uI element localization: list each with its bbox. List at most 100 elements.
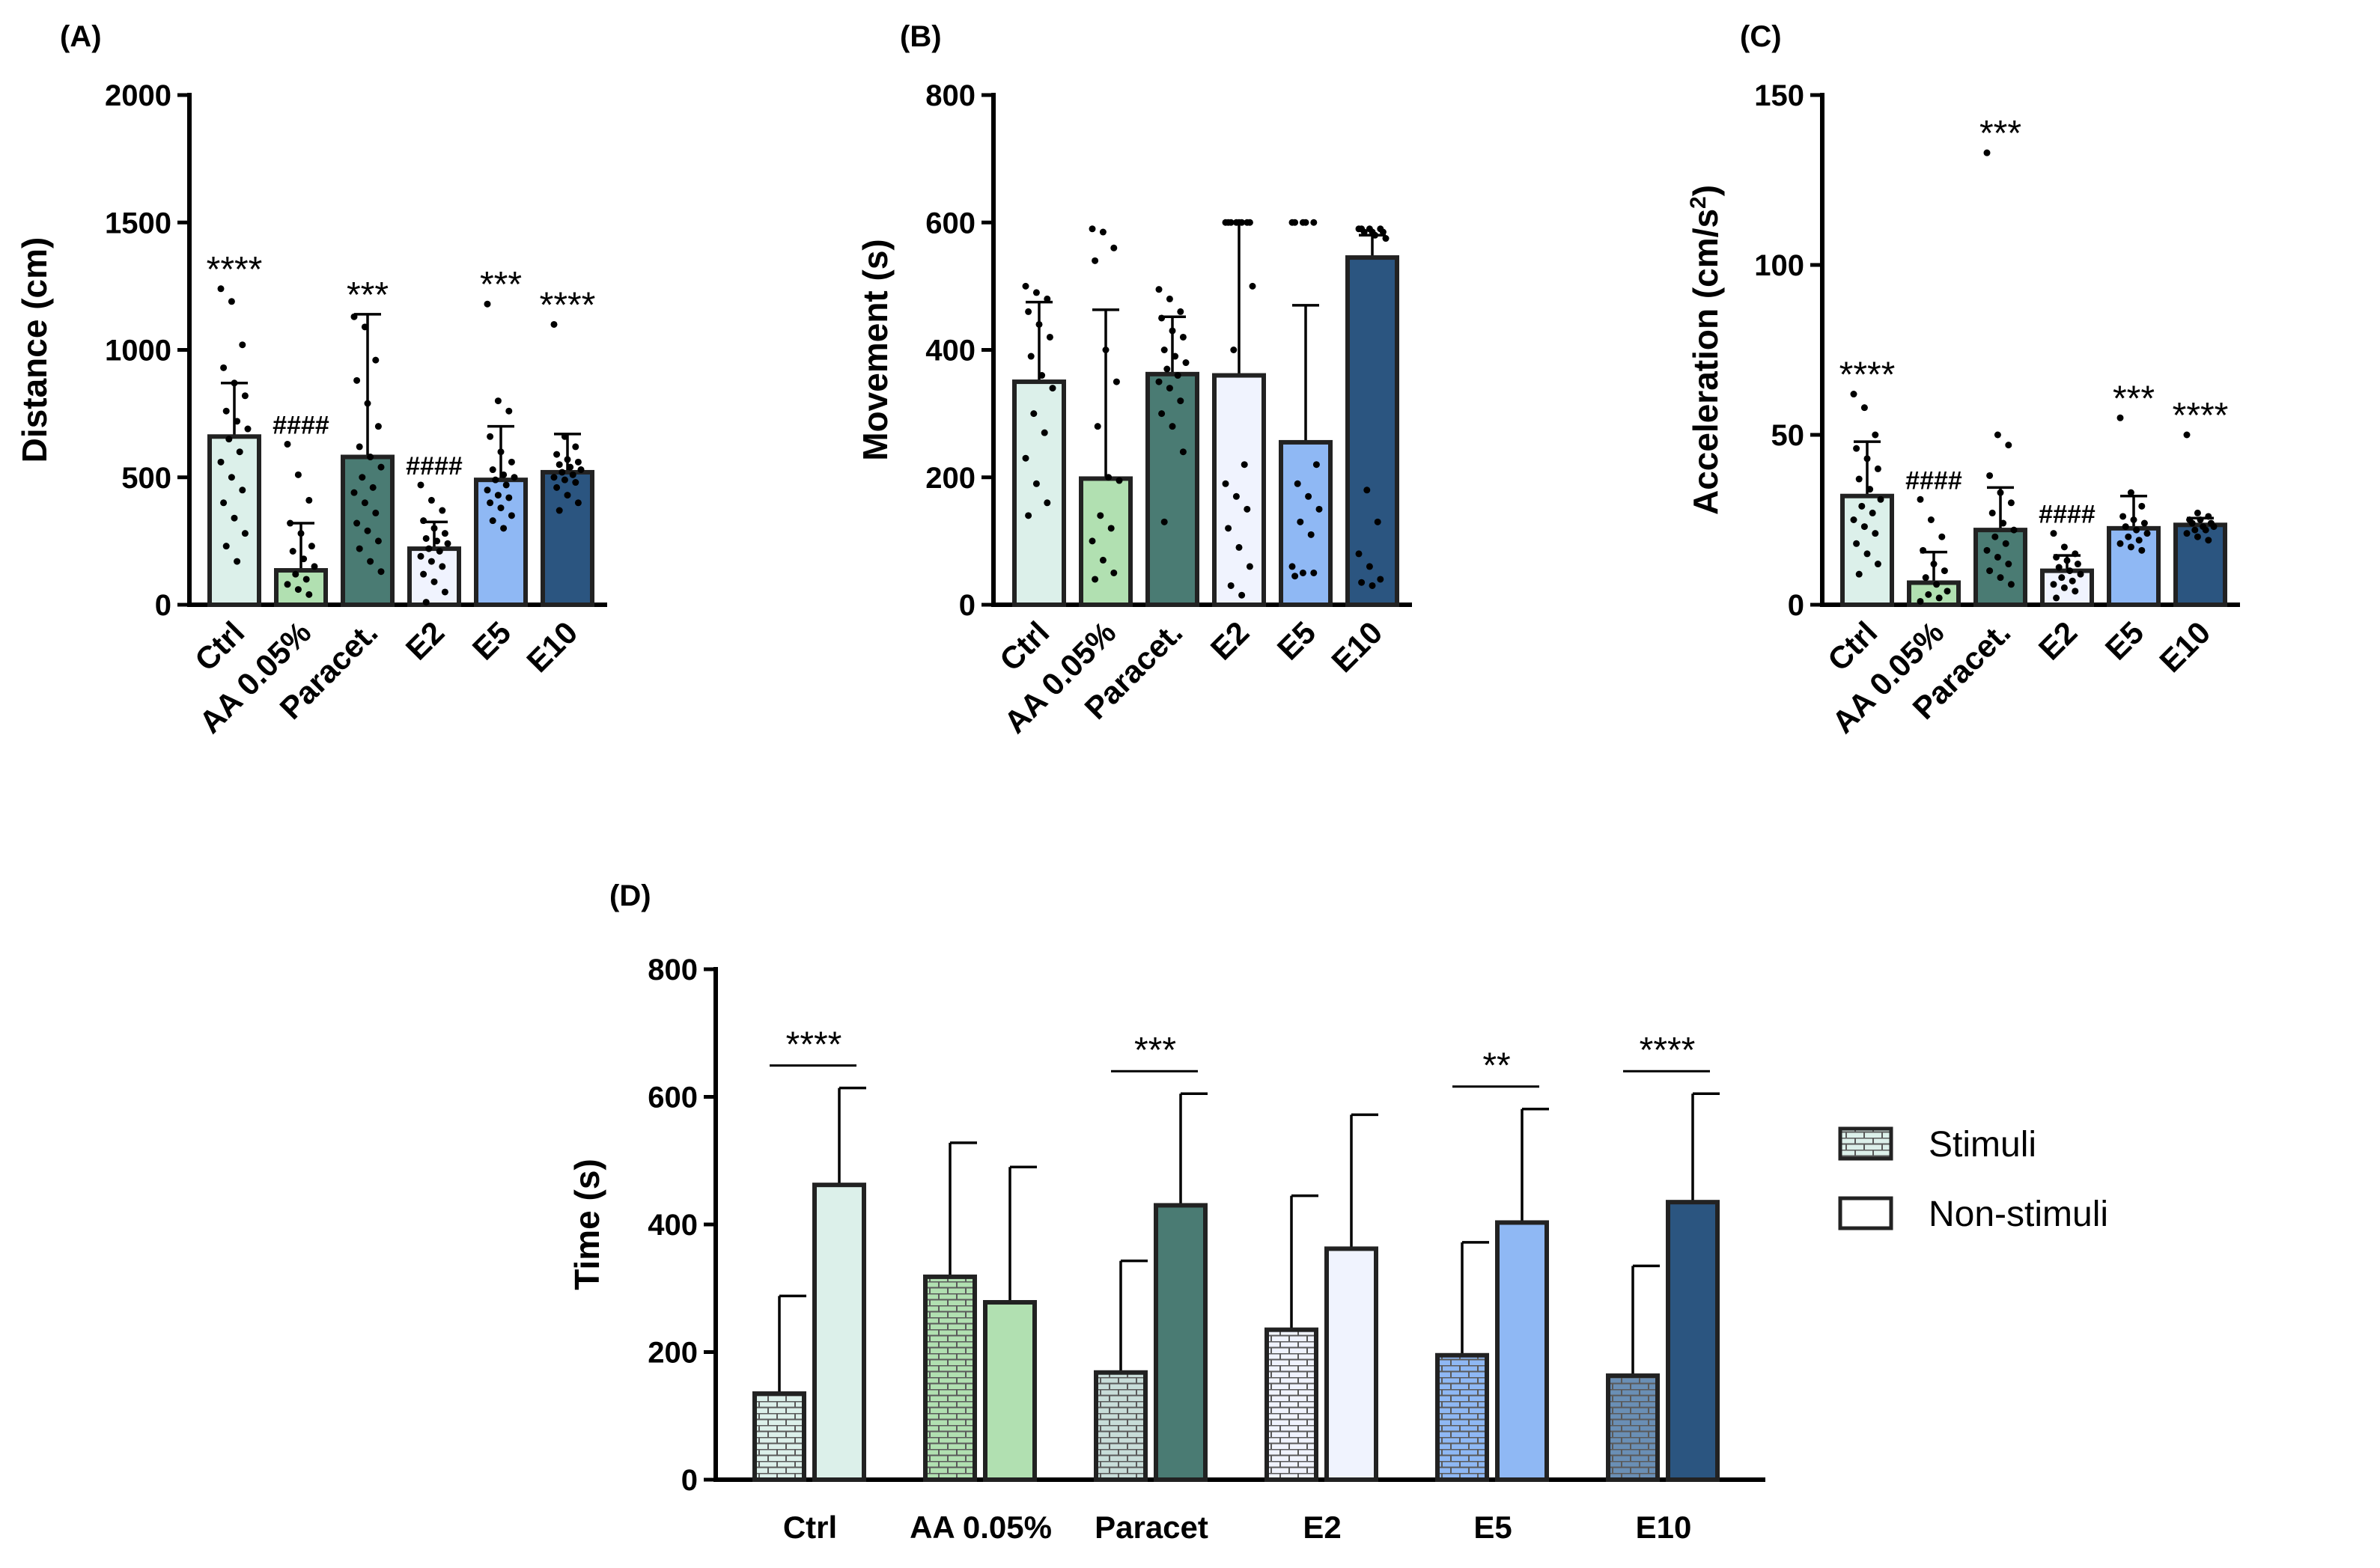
data-point (2116, 540, 2124, 547)
data-point (2077, 570, 2084, 578)
data-point (241, 392, 249, 400)
significance-label: #### (273, 411, 329, 439)
data-point (1855, 570, 1863, 578)
y-tick-label: 0 (959, 589, 976, 622)
data-point (1938, 533, 1946, 540)
data-point (505, 407, 513, 415)
significance-label: *** (1979, 114, 2021, 153)
data-point (1232, 492, 1240, 500)
data-point (1044, 499, 1051, 507)
data-point (1297, 518, 1304, 525)
data-point (367, 454, 374, 461)
data-point (2205, 513, 2212, 520)
data-point (1302, 219, 1309, 226)
data-point (1225, 525, 1232, 532)
data-point (1360, 228, 1368, 236)
data-point (284, 581, 291, 588)
y-axis-label-superscript: 2 (1686, 196, 1711, 209)
bar (1279, 439, 1333, 608)
data-point (494, 492, 502, 499)
data-point (2002, 540, 2009, 547)
data-point (417, 481, 424, 489)
data-point (2205, 537, 2212, 544)
y-tick-label: 1000 (105, 335, 171, 367)
data-point (2127, 489, 2134, 496)
data-point (2072, 588, 2079, 595)
data-point (1158, 410, 1166, 418)
stimuli-bar (752, 1391, 806, 1482)
bar (474, 478, 528, 608)
data-point (2125, 533, 2132, 540)
data-point (1355, 550, 1363, 558)
stimuli-bar (1094, 1370, 1148, 1483)
data-point (497, 448, 505, 456)
data-point (374, 537, 382, 545)
data-point (364, 527, 371, 534)
data-point (294, 586, 302, 594)
data-point (1315, 505, 1323, 513)
bar (2107, 525, 2161, 607)
panel-label: (B) (900, 20, 942, 53)
data-point (225, 436, 233, 443)
data-point (1874, 465, 1881, 472)
data-point (356, 545, 363, 552)
data-point (1094, 423, 1101, 430)
data-point (2007, 581, 2015, 588)
data-point (1177, 397, 1184, 405)
data-point (1166, 385, 1173, 392)
data-point (359, 474, 366, 481)
data-point (2130, 516, 2137, 523)
data-point (1038, 372, 1046, 379)
data-point (297, 530, 305, 537)
data-point (1869, 509, 1876, 516)
data-point (2007, 499, 2015, 507)
data-point (487, 433, 494, 440)
data-point (1986, 567, 1994, 575)
data-point (1994, 553, 2001, 561)
data-point (1872, 530, 1879, 537)
y-axis-label-close: ) (1686, 185, 1725, 196)
data-point (244, 425, 252, 433)
data-point (1874, 561, 1881, 568)
stimuli-bar (1264, 1327, 1318, 1482)
data-point (1241, 461, 1248, 469)
significance-label: **** (2173, 396, 2229, 436)
data-point (1358, 579, 1366, 586)
legend-label: Non-stimuli (1929, 1195, 2108, 1234)
data-point (2063, 557, 2071, 564)
data-point (1025, 308, 1032, 315)
data-point (2194, 533, 2201, 540)
data-point (1860, 523, 1868, 531)
data-point (1160, 347, 1168, 353)
data-point (372, 356, 380, 364)
significance-label: ** (1482, 1046, 1510, 1086)
data-point (1179, 333, 1187, 341)
data-point (422, 534, 430, 542)
data-point (1246, 219, 1253, 226)
data-point (2116, 414, 2124, 421)
data-point (441, 530, 448, 537)
data-point (311, 563, 318, 570)
data-point (287, 519, 294, 527)
data-point (572, 479, 579, 486)
data-point (553, 483, 561, 491)
data-point (308, 543, 315, 550)
data-point (1997, 574, 2004, 582)
data-point (374, 423, 382, 430)
data-point (2072, 550, 2079, 558)
data-point (2058, 574, 2066, 582)
data-point (2005, 561, 2012, 568)
data-point (1044, 295, 1051, 302)
data-point (2188, 519, 2196, 527)
category-label: E5 (1473, 1510, 1512, 1545)
data-point (236, 448, 243, 456)
data-point (2127, 543, 2134, 551)
data-point (484, 300, 491, 308)
data-point (222, 543, 230, 550)
data-point (1288, 563, 1296, 570)
data-point (1866, 486, 1874, 493)
data-point (2066, 567, 2074, 575)
y-tick-label: 800 (925, 79, 976, 112)
data-point (305, 496, 313, 504)
